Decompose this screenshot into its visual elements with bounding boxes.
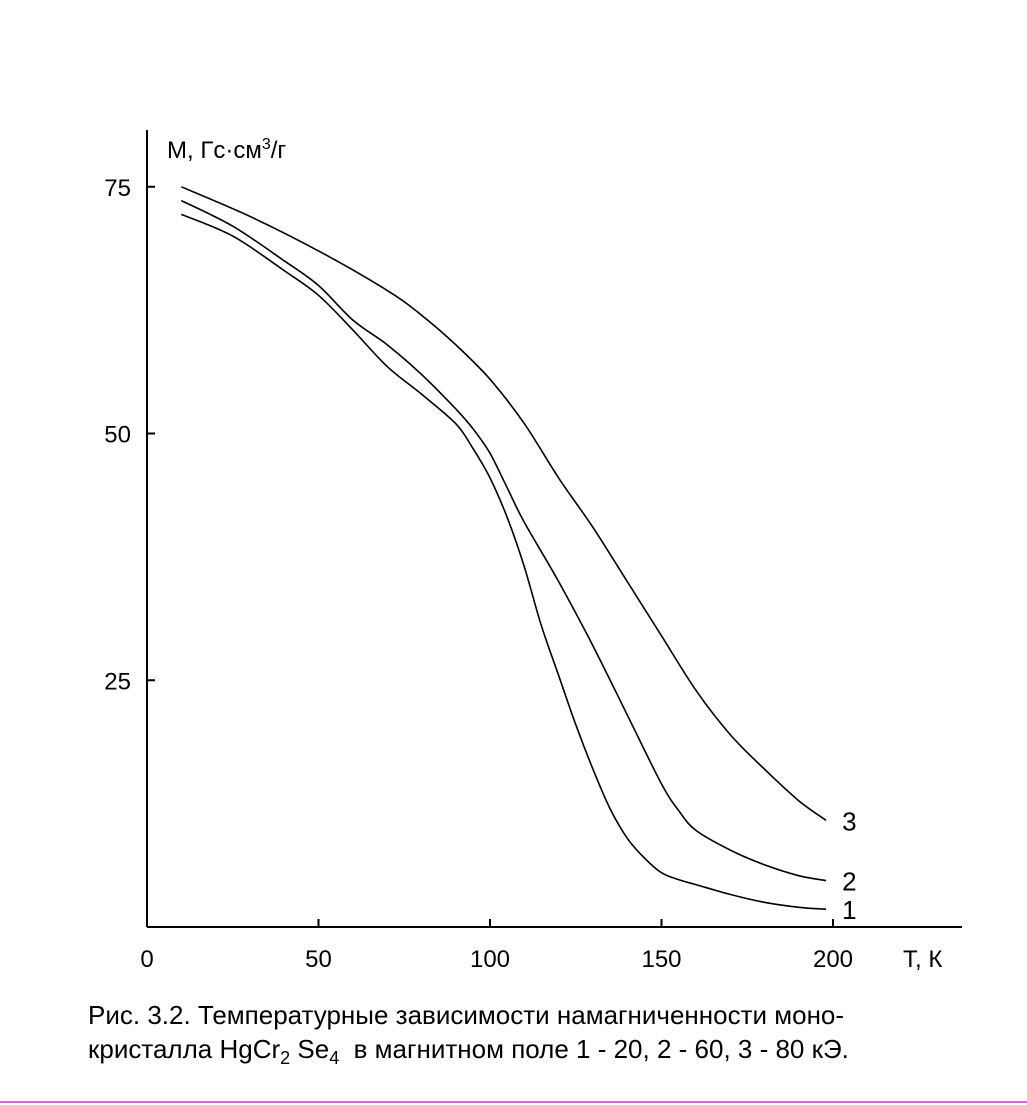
curves bbox=[180, 186, 827, 910]
curve-1 bbox=[180, 213, 827, 910]
y-axis-label-exponent: 3 bbox=[262, 136, 271, 153]
y-tick-label: 25 bbox=[104, 668, 131, 695]
bottom-divider bbox=[0, 1101, 1027, 1103]
y-axis-label: M, Гс·см3/г bbox=[167, 136, 286, 164]
y-tick-label: 75 bbox=[104, 175, 131, 202]
y-tick-label: 50 bbox=[104, 422, 131, 449]
chart-axes bbox=[146, 130, 962, 928]
y-axis-label-prefix: M, Гс·см bbox=[167, 137, 262, 164]
x-tick-label: 150 bbox=[641, 946, 681, 973]
curve-labels: 12 3 bbox=[842, 806, 856, 925]
curve-2 bbox=[180, 199, 827, 882]
caption-line-2: кристалла HgCr2 Se4 в магнитном поле 1 -… bbox=[88, 1032, 1008, 1068]
caption-subscript-4: 4 bbox=[329, 1048, 340, 1068]
caption-field-values: в магнитном поле 1 - 20, 2 - 60, 3 - 80 … bbox=[339, 1034, 849, 1064]
x-tick-label: 100 bbox=[470, 946, 510, 973]
x-tick-label: 200 bbox=[813, 946, 853, 973]
curve-label-2: 2 bbox=[842, 867, 856, 897]
figure-caption: Рис. 3.2. Температурные зависимости нама… bbox=[88, 998, 1008, 1068]
caption-formula-se: Se bbox=[290, 1034, 330, 1064]
caption-formula-hgcr: кристалла HgCr bbox=[88, 1034, 281, 1064]
x-tick-label: 0 bbox=[140, 946, 153, 973]
caption-line-1: Рис. 3.2. Температурные зависимости нама… bbox=[88, 1000, 845, 1030]
curve-3 bbox=[180, 186, 827, 822]
x-axis-label: T, К bbox=[903, 946, 942, 973]
curve-label-3: 3 bbox=[842, 806, 856, 836]
x-tick-label: 50 bbox=[305, 946, 332, 973]
curve-label-1: 1 bbox=[842, 895, 856, 925]
y-axis-label-suffix: /г bbox=[271, 137, 287, 164]
axis-ticks: 0 50 100 150 200 25 50 75 bbox=[104, 175, 853, 973]
caption-subscript-2: 2 bbox=[280, 1048, 291, 1068]
